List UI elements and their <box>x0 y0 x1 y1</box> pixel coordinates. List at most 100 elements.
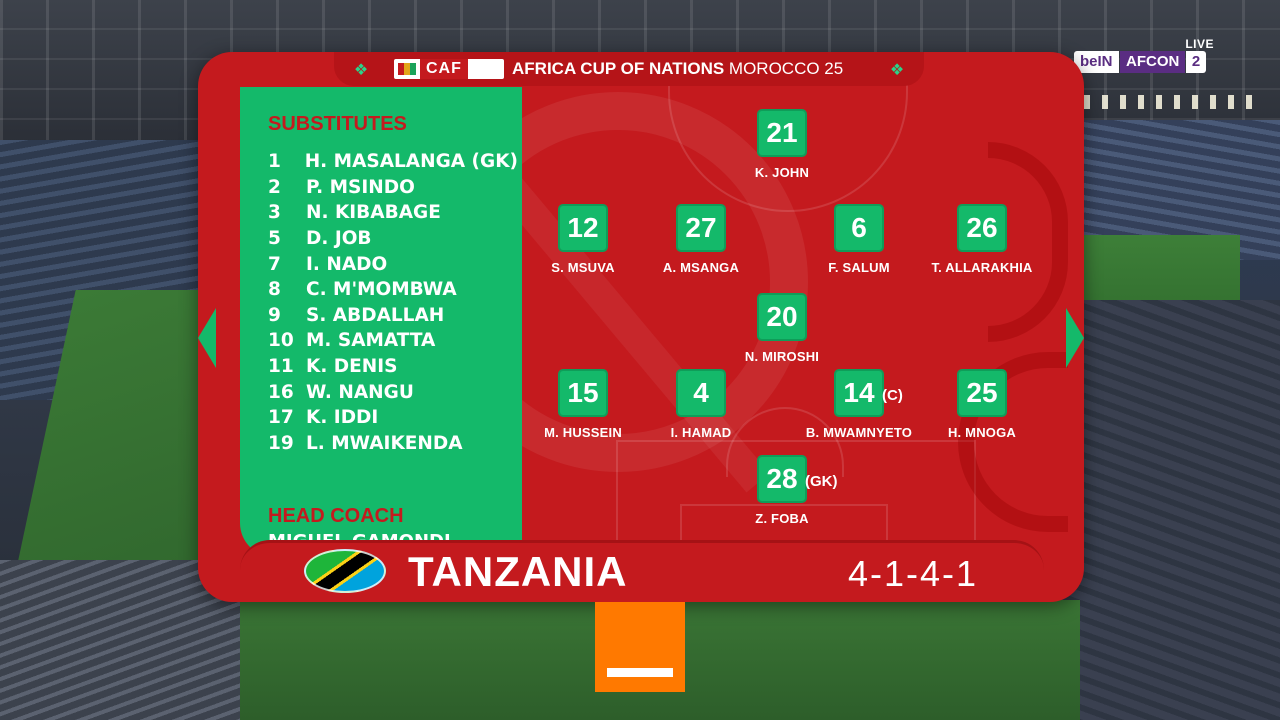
substitute-row: 17 K. IDDI <box>268 405 518 431</box>
player-name: F. SALUM <box>828 260 890 275</box>
substitute-number: 8 <box>268 279 281 301</box>
lineup-player: 21 K. JOHN <box>717 109 847 180</box>
substitute-row: 9 S. ABDALLAH <box>268 303 518 329</box>
substitute-name: I. NADO <box>306 253 388 275</box>
substitute-name: S. ABDALLAH <box>306 304 445 326</box>
lineup-player: 27 A. MSANGA <box>636 204 766 275</box>
substitute-number: 16 <box>268 381 294 403</box>
substitute-row: 16 W. NANGU <box>268 379 518 405</box>
lineup-player: 12 S. MSUVA <box>518 204 648 275</box>
substitute-name: P. MSINDO <box>306 176 415 198</box>
pattern-icon: ❖ <box>889 60 905 79</box>
sponsor-logo-bar <box>607 668 673 677</box>
player-name: N. MIROSHI <box>744 349 820 364</box>
substitute-name: N. KIBABAGE <box>306 202 441 224</box>
broadcaster-bug: LIVE beIN AFCON 2 <box>1066 37 1214 73</box>
substitute-name: K. DENIS <box>306 356 398 378</box>
live-label: LIVE <box>1185 37 1214 51</box>
player-number-badge: 21 <box>757 109 807 157</box>
pattern-icon: ❖ <box>353 60 369 79</box>
team-name: TANZANIA <box>408 548 628 595</box>
player-name: K. JOHN <box>754 165 810 180</box>
team-bar: TANZANIA 4-1-4-1 <box>240 540 1044 602</box>
substitute-name: M. SAMATTA <box>306 330 436 352</box>
caf-logo: CAF <box>394 59 504 79</box>
substitutes-title: SUBSTITUTES <box>268 113 407 135</box>
substitute-row: 3 N. KIBABAGE <box>268 200 518 226</box>
substitute-number: 2 <box>268 176 281 198</box>
substitute-number: 19 <box>268 432 294 454</box>
channel-number: 2 <box>1186 51 1206 73</box>
tanzania-flag-icon <box>304 549 386 593</box>
coach-title: HEAD COACH <box>268 505 404 527</box>
substitute-row: 1 H. MASALANGA (GK) <box>268 149 518 175</box>
player-name: I. HAMAD <box>670 425 732 440</box>
substitute-name: K. IDDI <box>306 407 379 429</box>
lineup-player: 20 N. MIROSHI <box>717 293 847 364</box>
tournament-header: ❖ CAF AFRICA CUP OF NATIONS MOROCCO 25 ❖ <box>334 52 924 86</box>
lineup-player: 28 Z. FOBA (GK) <box>717 455 847 526</box>
lineup-player: 15 M. HUSSEIN <box>518 369 648 440</box>
player-name: S. MSUVA <box>551 260 615 275</box>
player-name: B. MWAMNYETO <box>805 425 913 440</box>
substitute-number: 17 <box>268 407 294 429</box>
substitute-number: 3 <box>268 202 281 224</box>
substitutes-panel: SUBSTITUTES 1 H. MASALANGA (GK) 2 P. MSINDO… <box>240 87 522 557</box>
player-number-badge: 26 <box>957 204 1007 252</box>
substitute-number: 1 <box>268 151 281 173</box>
substitutes-list: 1 H. MASALANGA (GK) 2 P. MSINDO 3 N. KIBABAGE… <box>268 149 518 456</box>
seats-bottom <box>0 560 240 720</box>
substitute-name: L. MWAIKENDA <box>306 432 463 454</box>
chevron-right-icon <box>1066 308 1084 368</box>
chevron-left-icon <box>198 308 216 368</box>
player-number-badge: 15 <box>558 369 608 417</box>
substitute-row: 8 C. M'MOMBWA <box>268 277 518 303</box>
substitute-number: 11 <box>268 356 294 378</box>
tournament-title: AFRICA CUP OF NATIONS MOROCCO 25 <box>512 58 843 80</box>
player-role-tag: (C) <box>882 387 903 404</box>
caf-logo-swatch <box>398 63 416 75</box>
sponsor-logo <box>595 602 685 692</box>
substitute-number: 9 <box>268 304 281 326</box>
player-name: H. MNOGA <box>947 425 1017 440</box>
substitute-name: H. MASALANGA (GK) <box>304 151 518 173</box>
substitute-name: C. M'MOMBWA <box>306 279 457 301</box>
substitute-name: D. JOB <box>306 228 372 250</box>
player-name: T. ALLARAKHIA <box>931 260 1033 275</box>
player-number-badge: 28 <box>757 455 807 503</box>
player-number-badge: 27 <box>676 204 726 252</box>
lineup-player: 25 H. MNOGA <box>917 369 1047 440</box>
player-number-badge: 25 <box>957 369 1007 417</box>
lineup-player: 26 T. ALLARAKHIA <box>917 204 1047 275</box>
player-role-tag: (GK) <box>805 473 838 490</box>
substitute-row: 2 P. MSINDO <box>268 175 518 201</box>
player-number-badge: 14 <box>834 369 884 417</box>
player-name: Z. FOBA <box>755 511 809 526</box>
stadium-lights <box>1030 95 1260 109</box>
player-number-badge: 6 <box>834 204 884 252</box>
tournament-host: MOROCCO 25 <box>728 59 844 78</box>
player-number-badge: 20 <box>757 293 807 341</box>
player-name: A. MSANGA <box>662 260 740 275</box>
player-number-badge: 4 <box>676 369 726 417</box>
tournament-name: AFRICA CUP OF NATIONS <box>512 59 725 78</box>
substitute-number: 10 <box>268 330 294 352</box>
substitute-number: 7 <box>268 253 281 275</box>
substitute-name: W. NANGU <box>306 381 414 403</box>
substitute-row: 7 I. NADO <box>268 251 518 277</box>
brand-logo: beIN <box>1074 51 1119 73</box>
formation-label: 4-1-4-1 <box>847 553 978 594</box>
substitute-number: 5 <box>268 228 281 250</box>
substitute-row: 10 M. SAMATTA <box>268 328 518 354</box>
substitute-row: 11 K. DENIS <box>268 354 518 380</box>
substitute-row: 19 L. MWAIKENDA <box>268 431 518 457</box>
channel-name: AFCON <box>1120 51 1186 73</box>
player-number-badge: 12 <box>558 204 608 252</box>
lineup-player: 14 B. MWAMNYETO (C) <box>794 369 924 440</box>
lineup-player: 6 F. SALUM <box>794 204 924 275</box>
lineup-panel: ❖ CAF AFRICA CUP OF NATIONS MOROCCO 25 ❖… <box>198 52 1084 602</box>
player-name: M. HUSSEIN <box>544 425 622 440</box>
substitute-row: 5 D. JOB <box>268 226 518 252</box>
lineup-player: 4 I. HAMAD <box>636 369 766 440</box>
caf-logo-text: CAF <box>420 59 468 79</box>
